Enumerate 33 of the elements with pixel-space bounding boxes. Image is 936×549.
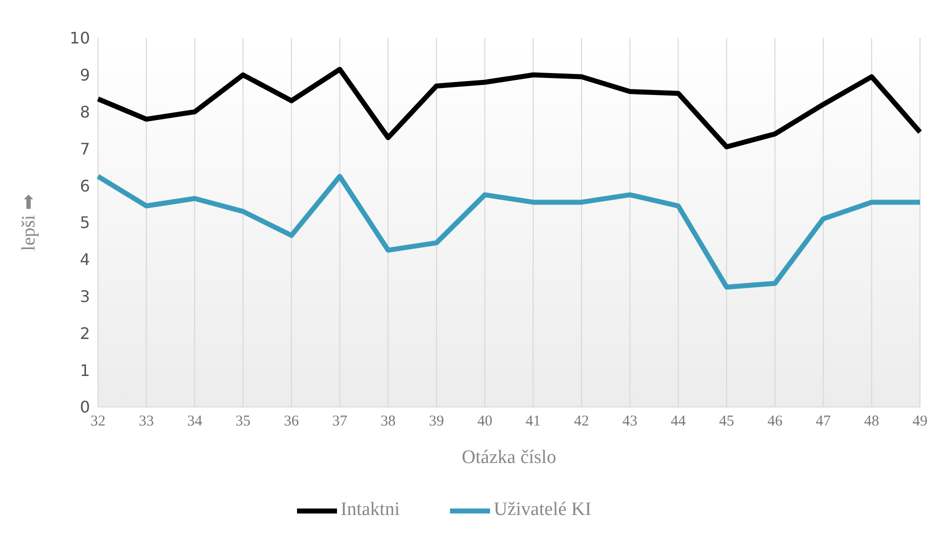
x-tick-label: 35: [236, 414, 251, 430]
x-tick-label: 32: [90, 414, 106, 430]
y-tick-label: 1: [80, 360, 90, 380]
x-tick-label: 42: [574, 414, 590, 430]
y-axis-title: lepši ➡: [18, 194, 40, 251]
x-tick-label: 49: [912, 414, 928, 430]
y-tick-label: 2: [80, 324, 90, 343]
y-tick-label: 9: [80, 66, 90, 85]
x-tick-label: 45: [719, 414, 734, 430]
y-tick-label: 7: [80, 139, 90, 158]
x-tick-label: 40: [477, 414, 492, 430]
x-axis-title: Otázka číslo: [462, 447, 556, 468]
y-tick-label: 5: [80, 213, 90, 232]
legend-label: Uživatelé KI: [494, 499, 592, 520]
y-tick-label: 6: [80, 176, 90, 196]
x-tick-label: 38: [380, 414, 396, 430]
x-tick-label: 44: [670, 414, 686, 430]
y-tick-label: 0: [80, 398, 90, 417]
x-tick-label: 41: [526, 414, 541, 430]
x-tick-label: 37: [332, 414, 348, 430]
x-tick-label: 36: [284, 414, 300, 430]
x-tick-label: 43: [622, 414, 638, 430]
x-tick-label: 33: [138, 414, 154, 430]
x-tick-label: 39: [428, 414, 444, 430]
x-tick-label: 47: [816, 414, 832, 430]
legend-label: Intaktni: [340, 499, 400, 520]
y-tick-label: 10: [70, 28, 90, 48]
x-tick-label: 46: [767, 414, 783, 430]
y-tick-label: 8: [80, 102, 90, 122]
y-tick-label: 4: [80, 250, 90, 270]
y-tick-label: 3: [80, 286, 90, 306]
x-tick-label: 48: [864, 414, 880, 430]
x-tick-label: 34: [187, 414, 203, 430]
